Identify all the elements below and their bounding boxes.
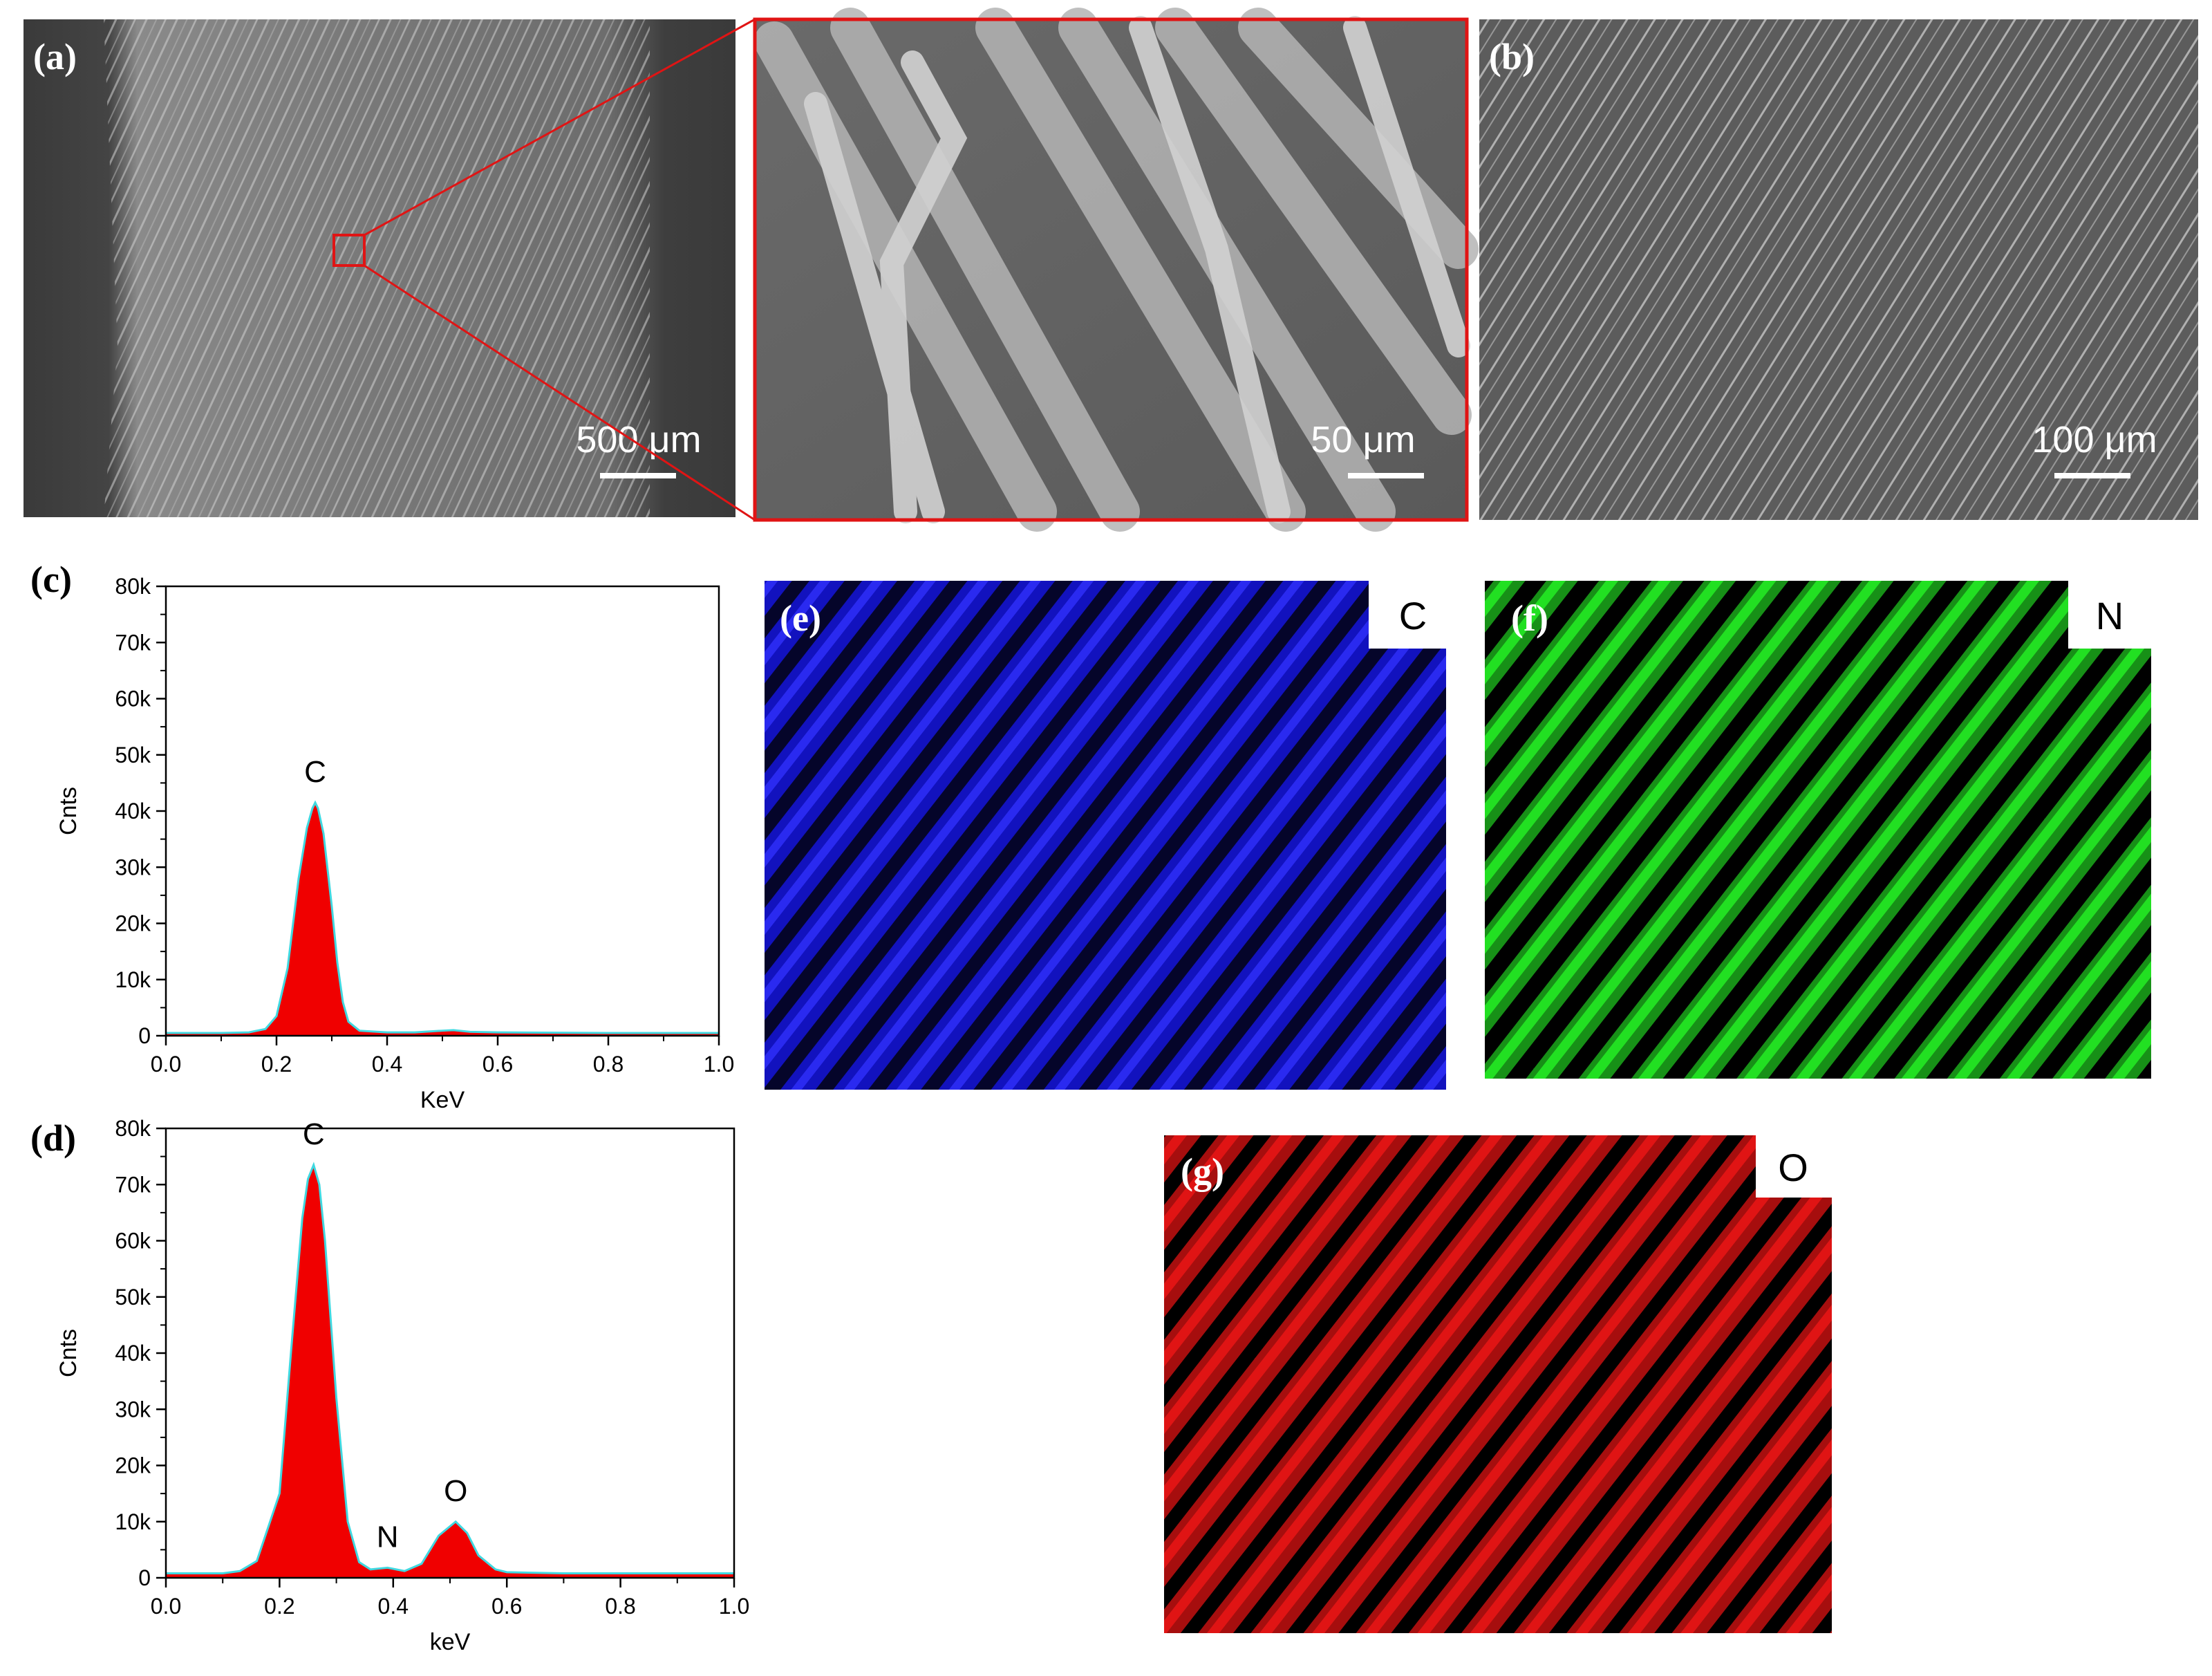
peak-label: N: [377, 1520, 399, 1554]
panel-zoom: 50 μm: [753, 8, 1479, 532]
panel-g: (g) O: [1164, 1135, 1832, 1633]
y-tick-label: 10k: [115, 967, 151, 992]
eds-spectrum-d: 0 10k 20k 30k 40k 50k 60k 70k 80k 0.0 0.2 0.4 0.6 0.8…: [55, 1116, 749, 1655]
scale-bar-label-a: 500 μm: [576, 419, 701, 460]
scale-bar-label-zoom: 50 μm: [1311, 419, 1415, 460]
y-tick-label: 40k: [115, 799, 151, 823]
panel-label-a: (a): [33, 36, 77, 77]
spectrum-area: [166, 802, 719, 1036]
scale-bar-zoom: [1348, 473, 1424, 478]
x-tick-label: 0.6: [482, 1052, 513, 1077]
x-tick-label: 0.6: [491, 1594, 522, 1619]
y-axis-label: Cnts: [55, 1329, 82, 1377]
spectrum-line: [166, 800, 719, 1034]
element-map-o: [1164, 1135, 1832, 1633]
peak-label: C: [303, 1117, 325, 1151]
y-tick-label: 50k: [115, 1285, 151, 1310]
x-tick-label: 1.0: [704, 1052, 734, 1077]
y-tick-label: 70k: [115, 1172, 151, 1197]
zoom-box: [332, 234, 366, 267]
y-tick-label: 20k: [115, 1453, 151, 1478]
scale-bar-b: [2054, 473, 2130, 478]
y-tick-label: 60k: [115, 687, 151, 711]
panel-b: (b) 100 μm: [1479, 19, 2198, 520]
panel-a: (a) 500 μm: [24, 19, 735, 517]
spectrum-line: [166, 1162, 734, 1574]
scale-bar-a: [600, 473, 676, 478]
panel-d: (d) 0 10k 20k 30k 40k 50k 60k 70k 80k 0.0 0.2 0.4 0.…: [30, 1116, 749, 1655]
plot-frame: [165, 1127, 735, 1579]
element-label-g: O: [1778, 1146, 1808, 1189]
zoom-frame: [753, 17, 1469, 522]
fiber-bundle-a: [104, 19, 650, 517]
y-tick-label: 40k: [115, 1341, 151, 1366]
x-tick-label: 0.0: [151, 1594, 181, 1619]
panel-label-d: (d): [30, 1117, 76, 1159]
x-axis-label: KeV: [420, 1087, 465, 1113]
y-tick-label: 10k: [115, 1509, 151, 1534]
y-tick-label: 70k: [115, 630, 151, 655]
peak-label: C: [304, 755, 326, 789]
panel-label-b: (b): [1489, 36, 1535, 77]
fiber-texture-b: [1479, 19, 2198, 520]
y-tick-label: 0: [138, 1565, 151, 1590]
y-tick-label: 60k: [115, 1229, 151, 1254]
panel-label-g: (g): [1181, 1151, 1224, 1192]
x-tick-label: 0.4: [378, 1594, 409, 1619]
y-tick-label: 80k: [115, 1116, 151, 1141]
x-tick-label: 0.4: [372, 1052, 402, 1077]
panel-label-c: (c): [30, 559, 72, 600]
panel-e: (e) C: [765, 581, 1446, 1090]
panel-c: (c) 0 10k 20k 30k 40k 50k 60k 70k 80k 0.0 0.2 0.4 0.…: [30, 559, 734, 1113]
y-tick-label: 50k: [115, 743, 151, 767]
scale-bar-label-b: 100 μm: [2032, 419, 2157, 460]
x-tick-label: 0.0: [151, 1052, 181, 1077]
zoom-line-bottom: [364, 264, 756, 521]
x-tick-label: 0.8: [593, 1052, 624, 1077]
panel-f: (f) N: [1485, 581, 2151, 1079]
x-axis-label: keV: [430, 1629, 471, 1655]
y-tick-label: 80k: [115, 574, 151, 599]
peak-label: O: [444, 1474, 467, 1508]
spectrum-area: [166, 1164, 734, 1578]
plot-frame: [165, 585, 720, 1037]
x-tick-label: 0.2: [261, 1052, 292, 1077]
element-map-c: [765, 581, 1446, 1090]
y-tick-label: 20k: [115, 911, 151, 936]
x-tick-label: 0.8: [605, 1594, 635, 1619]
element-map-n: [1485, 581, 2151, 1079]
y-tick-label: 30k: [115, 855, 151, 879]
eds-spectrum-c: 0 10k 20k 30k 40k 50k 60k 70k 80k 0.0 0.2 0.4 0.6 0.8…: [55, 574, 734, 1113]
y-tick-label: 30k: [115, 1397, 151, 1422]
element-label-e: C: [1399, 594, 1427, 637]
element-label-f: N: [2096, 594, 2124, 637]
zoom-line-top: [364, 18, 756, 236]
panel-label-f: (f): [1511, 597, 1548, 639]
panel-label-e: (e): [780, 597, 821, 639]
x-tick-label: 1.0: [719, 1594, 749, 1619]
y-tick-label: 0: [138, 1023, 151, 1048]
y-axis-label: Cnts: [55, 787, 82, 835]
x-tick-label: 0.2: [264, 1594, 294, 1619]
